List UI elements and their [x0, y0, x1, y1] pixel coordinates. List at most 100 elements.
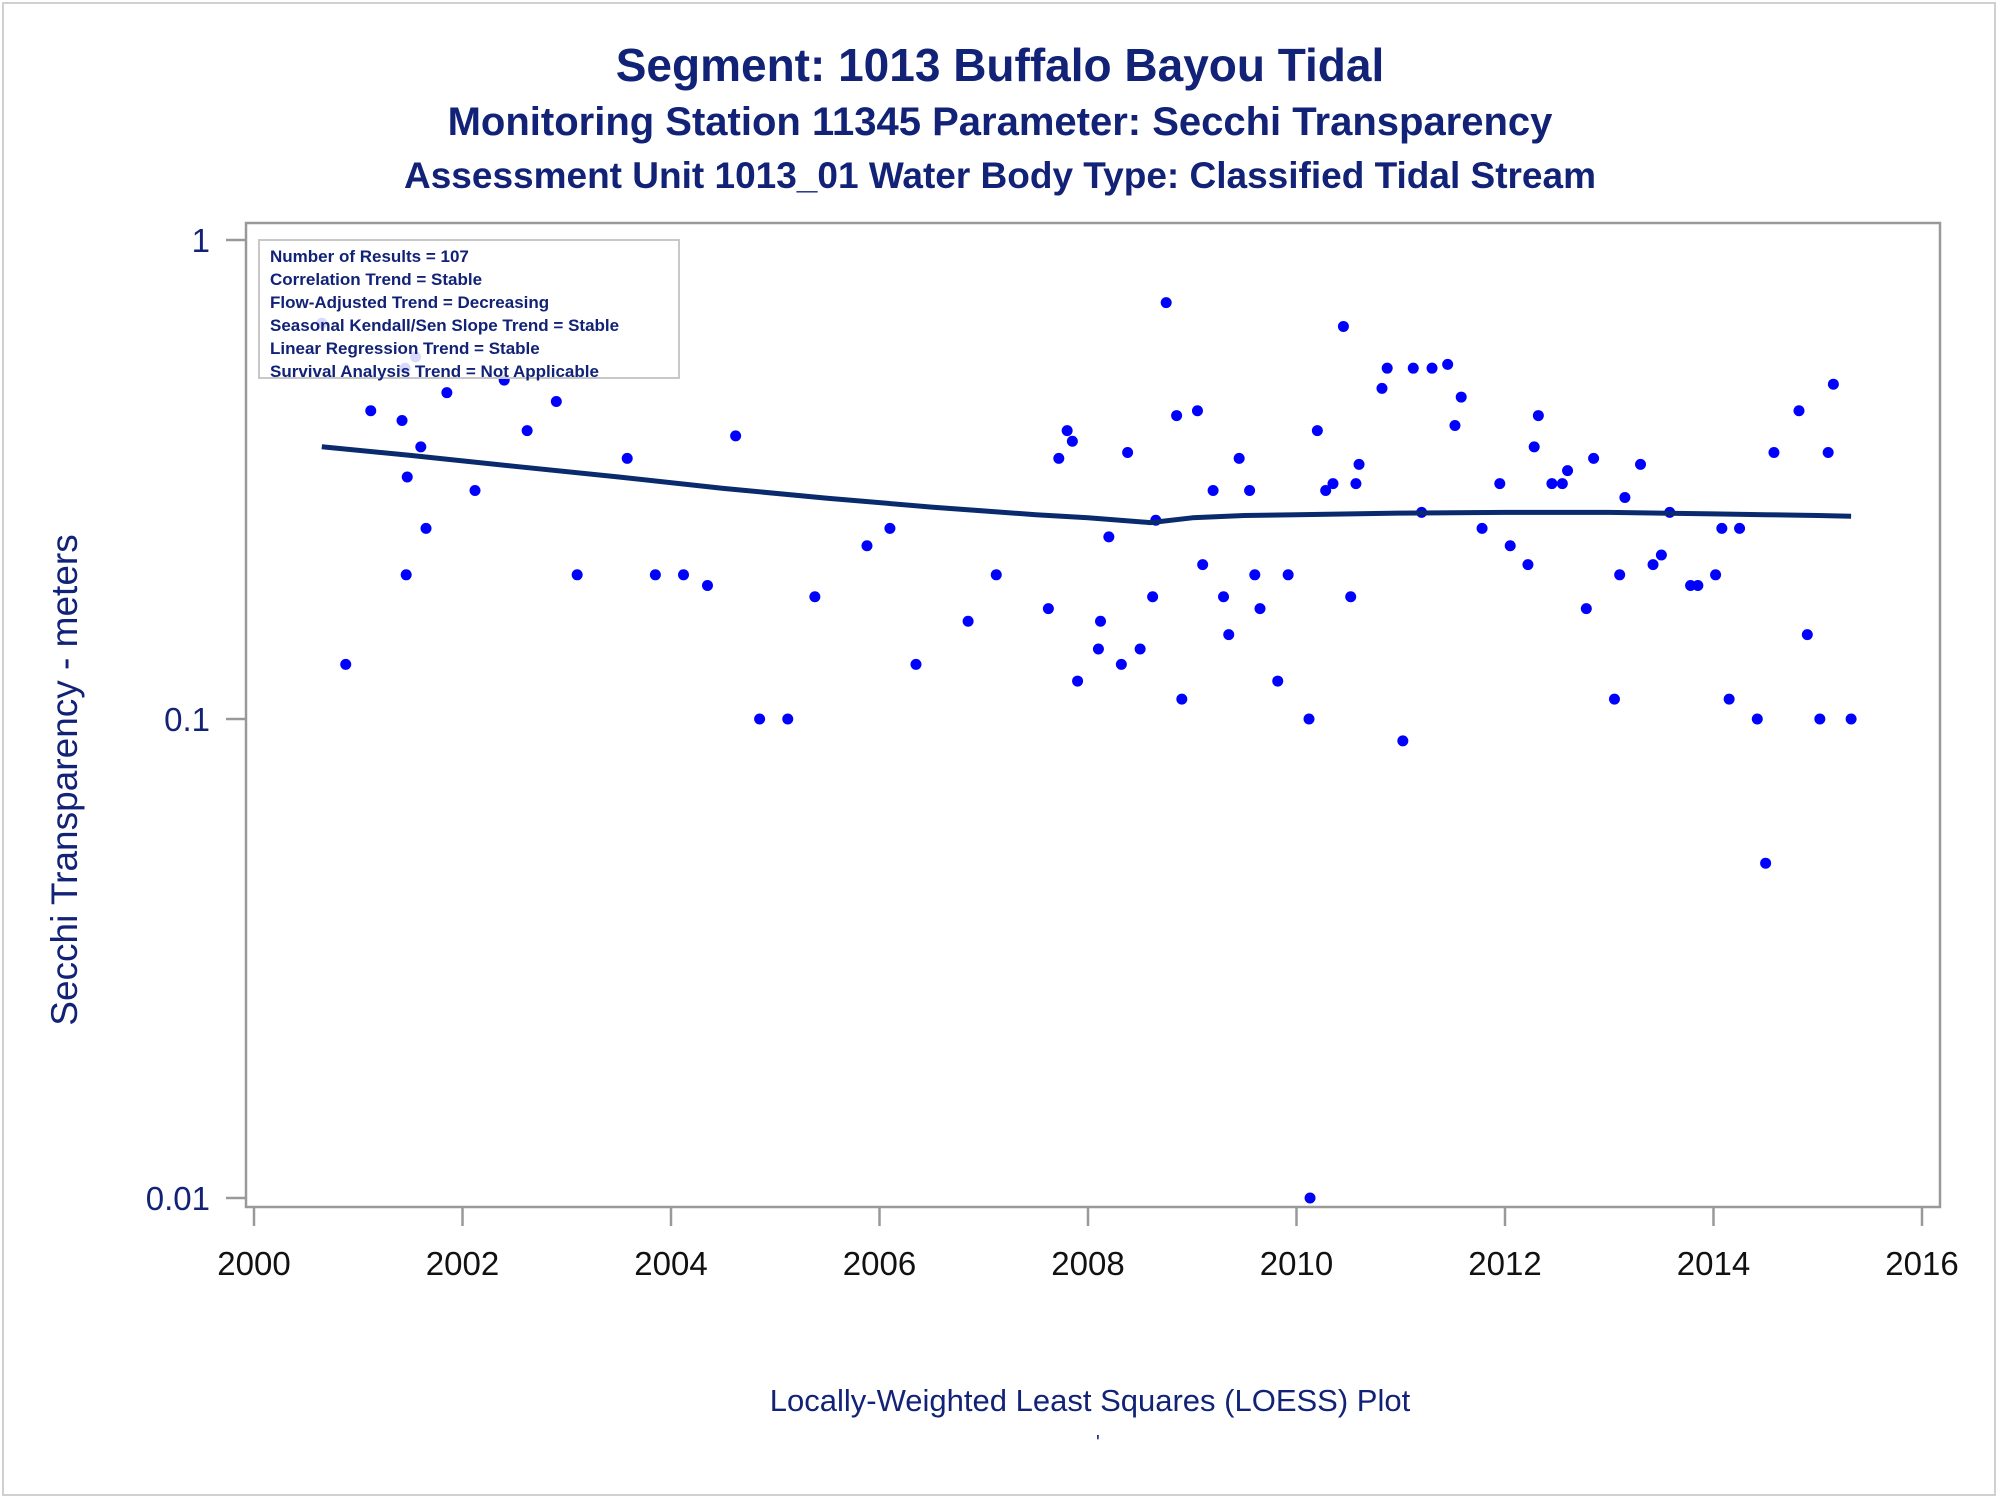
stats-linear-regression-trend: Linear Regression Trend = Stable — [270, 339, 540, 358]
data-point — [1053, 452, 1065, 464]
data-point — [1397, 735, 1409, 747]
data-point — [1223, 629, 1235, 641]
data-point — [990, 569, 1002, 581]
data-point — [1845, 713, 1857, 725]
data-point — [1134, 643, 1146, 655]
data-point — [1376, 382, 1388, 394]
data-point — [1095, 615, 1107, 627]
x-axis: 2000 2002 2004 2006 2008 2010 2012 2014 2016 — [217, 1207, 1959, 1282]
data-point — [910, 658, 922, 670]
data-point — [1580, 603, 1592, 615]
data-point — [1710, 569, 1722, 581]
data-point — [1061, 425, 1073, 437]
data-point — [1822, 447, 1834, 459]
data-point — [861, 540, 873, 552]
loess-trend-line — [321, 444, 1852, 526]
data-point — [1147, 591, 1159, 603]
data-point — [469, 484, 481, 496]
data-point — [1353, 458, 1365, 470]
stats-flow-adjusted-trend: Flow-Adjusted Trend = Decreasing — [270, 293, 550, 312]
data-point — [1103, 531, 1115, 543]
data-point — [1171, 410, 1183, 422]
x-tick-label: 2002 — [426, 1245, 499, 1282]
x-tick-label: 2004 — [634, 1245, 707, 1282]
data-point — [1115, 658, 1127, 670]
y-tick-label: 0.01 — [146, 1180, 210, 1217]
x-tick-label: 2000 — [217, 1245, 290, 1282]
data-point — [571, 569, 583, 581]
data-point — [441, 387, 453, 399]
data-point — [1345, 591, 1357, 603]
data-point — [1249, 569, 1261, 581]
data-point — [1562, 465, 1574, 477]
data-point — [1218, 591, 1230, 603]
data-point — [1494, 478, 1506, 490]
data-point — [1176, 693, 1188, 705]
data-point — [701, 579, 713, 591]
y-tick-label: 1 — [192, 222, 210, 259]
data-point — [678, 569, 690, 581]
data-point — [1350, 478, 1362, 490]
stats-survival-analysis-trend: Survival Analysis Trend = Not Applicable — [270, 362, 599, 381]
data-point — [1327, 478, 1339, 490]
data-point — [1522, 559, 1534, 571]
data-point — [649, 569, 661, 581]
data-point — [962, 615, 974, 627]
data-point — [1244, 484, 1256, 496]
data-point — [1647, 559, 1659, 571]
data-point — [1532, 410, 1544, 422]
chart-subtitle-2: Assessment Unit 1013_01 Water Body Type:… — [404, 155, 1596, 196]
data-point — [1546, 478, 1558, 490]
stats-seasonal-kendall-trend: Seasonal Kendall/Sen Slope Trend = Stabl… — [270, 316, 620, 335]
data-point — [1723, 693, 1735, 705]
x-tick-label: 2010 — [1260, 1245, 1333, 1282]
data-point — [1122, 447, 1134, 459]
data-point — [1381, 362, 1393, 374]
data-point — [1442, 358, 1454, 370]
data-point — [1619, 492, 1631, 504]
data-point — [1608, 693, 1620, 705]
data-point — [1751, 713, 1763, 725]
x-tick-label: 2012 — [1468, 1245, 1541, 1282]
data-points — [316, 297, 1857, 1204]
chart-subtitle: Monitoring Station 11345 Parameter: Secc… — [447, 100, 1553, 144]
chart-title: Segment: 1013 Buffalo Bayou Tidal — [615, 39, 1385, 91]
data-point — [340, 658, 352, 670]
x-tick-label: 2016 — [1885, 1245, 1958, 1282]
data-point — [1337, 320, 1349, 332]
data-point — [730, 430, 742, 442]
data-point — [1504, 540, 1516, 552]
stats-correlation-trend: Correlation Trend = Stable — [270, 270, 483, 289]
chart-footnote: Locally-Weighted Least Squares (LOESS) P… — [769, 1383, 1411, 1418]
data-point — [1092, 643, 1104, 655]
data-point — [1476, 522, 1488, 534]
data-point — [1801, 629, 1813, 641]
data-point — [420, 522, 432, 534]
data-point — [1407, 362, 1419, 374]
data-point — [401, 471, 413, 483]
data-point — [1072, 675, 1084, 687]
data-point — [1304, 1192, 1316, 1204]
footnote-mark: ' — [1096, 1432, 1100, 1454]
data-point — [1692, 579, 1704, 591]
data-point — [1042, 603, 1054, 615]
y-tick-label: 0.1 — [164, 701, 210, 738]
stats-number-of-results: Number of Results = 107 — [270, 247, 469, 266]
data-point — [1272, 675, 1284, 687]
data-point — [1282, 569, 1294, 581]
data-point — [1760, 857, 1772, 869]
data-point — [365, 405, 377, 417]
data-point — [1160, 297, 1172, 309]
data-point — [400, 569, 412, 581]
data-point — [1233, 452, 1245, 464]
data-point — [1449, 419, 1461, 431]
data-point — [1614, 569, 1626, 581]
data-point — [1311, 425, 1323, 437]
data-point — [1716, 522, 1728, 534]
data-point — [1191, 405, 1203, 417]
data-point — [782, 713, 794, 725]
x-tick-label: 2008 — [1051, 1245, 1124, 1282]
data-point — [415, 441, 427, 453]
